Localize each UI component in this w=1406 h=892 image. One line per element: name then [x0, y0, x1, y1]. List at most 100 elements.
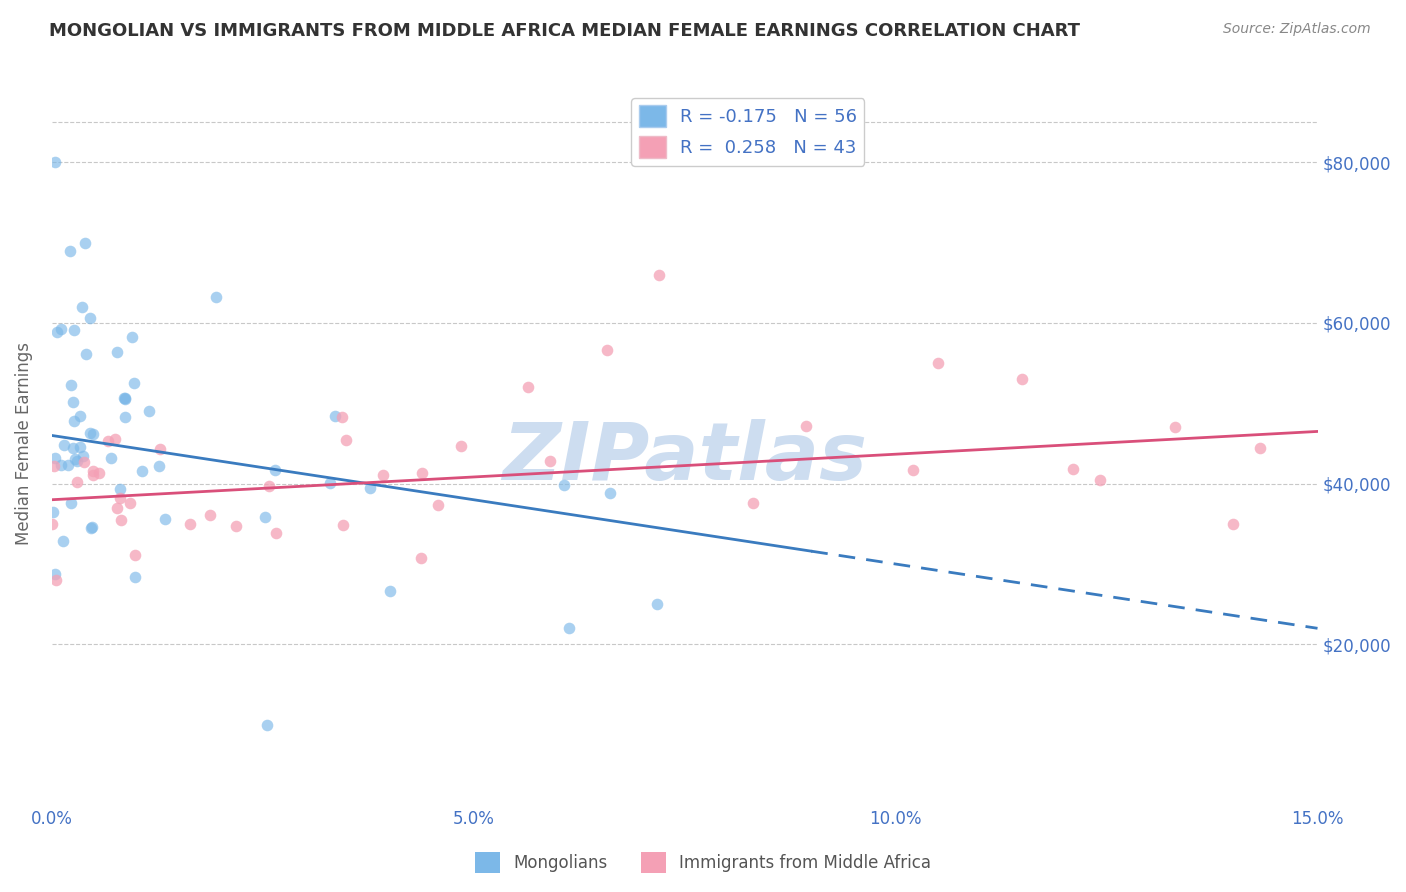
Point — [257, 479, 280, 493]
Point — [80, 520, 103, 534]
Point — [124, 548, 146, 562]
Point — [131, 464, 153, 478]
Point — [330, 409, 353, 424]
Point — [332, 518, 354, 533]
Point — [41, 517, 63, 532]
Point — [179, 517, 201, 532]
Text: Source: ZipAtlas.com: Source: ZipAtlas.com — [1223, 22, 1371, 37]
Point — [44, 451, 66, 466]
Point — [225, 519, 247, 533]
Point — [49, 458, 72, 472]
Point — [122, 376, 145, 391]
Point — [596, 343, 619, 357]
Point — [1088, 474, 1111, 488]
Point — [105, 344, 128, 359]
Point — [104, 432, 127, 446]
Point — [69, 440, 91, 454]
Text: MONGOLIAN VS IMMIGRANTS FROM MIDDLE AFRICA MEDIAN FEMALE EARNINGS CORRELATION CH: MONGOLIAN VS IMMIGRANTS FROM MIDDLE AFRI… — [49, 22, 1080, 40]
Point — [411, 550, 433, 565]
Point — [411, 467, 433, 481]
Point — [1164, 419, 1187, 434]
Point — [198, 508, 221, 522]
Point — [69, 409, 91, 423]
Point — [72, 300, 94, 314]
Point — [114, 409, 136, 424]
Point — [63, 452, 86, 467]
Point — [82, 464, 104, 478]
Point — [1011, 372, 1033, 386]
Point — [426, 498, 449, 512]
Point — [62, 442, 84, 456]
Point — [105, 500, 128, 515]
Point — [205, 290, 228, 304]
Point — [599, 486, 621, 500]
Point — [149, 442, 172, 456]
Point — [1062, 462, 1084, 476]
Point — [359, 481, 381, 495]
Point — [44, 566, 66, 581]
Point — [108, 491, 131, 505]
Point — [264, 463, 287, 477]
Point — [450, 439, 472, 453]
Point — [1222, 516, 1244, 531]
Point — [553, 478, 575, 492]
Point — [124, 570, 146, 584]
Point — [742, 496, 765, 510]
Point — [110, 482, 132, 496]
Point — [63, 323, 86, 337]
Point — [120, 496, 142, 510]
Point — [903, 463, 925, 477]
Point — [59, 496, 82, 510]
Point — [371, 467, 394, 482]
Point — [72, 455, 94, 469]
Point — [75, 347, 97, 361]
Point — [66, 454, 89, 468]
Text: ZIPatlas: ZIPatlas — [502, 419, 868, 497]
Legend: Mongolians, Immigrants from Middle Africa: Mongolians, Immigrants from Middle Afric… — [468, 846, 938, 880]
Point — [59, 244, 82, 258]
Point — [51, 321, 73, 335]
Y-axis label: Median Female Earnings: Median Female Earnings — [15, 342, 32, 545]
Point — [138, 403, 160, 417]
Point — [79, 311, 101, 326]
Point — [62, 395, 84, 409]
Point — [517, 380, 540, 394]
Point — [66, 475, 89, 489]
Point — [114, 392, 136, 407]
Point — [44, 459, 66, 474]
Point — [82, 468, 104, 483]
Point — [378, 584, 401, 599]
Point — [335, 434, 357, 448]
Point — [794, 419, 817, 434]
Point — [72, 449, 94, 463]
Point — [42, 504, 65, 518]
Point — [97, 434, 120, 448]
Point — [153, 512, 176, 526]
Point — [46, 326, 69, 340]
Point — [148, 458, 170, 473]
Point — [323, 409, 346, 423]
Point — [256, 717, 278, 731]
Point — [73, 235, 96, 250]
Point — [63, 414, 86, 428]
Point — [82, 427, 104, 442]
Point — [52, 437, 75, 451]
Point — [44, 155, 66, 169]
Point — [538, 454, 561, 468]
Point — [100, 451, 122, 466]
Point — [645, 597, 668, 611]
Point — [121, 330, 143, 344]
Point — [558, 621, 581, 635]
Point — [89, 466, 111, 480]
Point — [114, 391, 136, 405]
Point — [60, 378, 83, 392]
Point — [80, 521, 103, 535]
Point — [1249, 441, 1271, 455]
Point — [110, 514, 132, 528]
Point — [254, 509, 277, 524]
Point — [52, 533, 75, 548]
Legend: R = -0.175   N = 56, R =  0.258   N = 43: R = -0.175 N = 56, R = 0.258 N = 43 — [631, 98, 865, 166]
Point — [319, 476, 342, 491]
Point — [266, 525, 288, 540]
Point — [112, 391, 135, 405]
